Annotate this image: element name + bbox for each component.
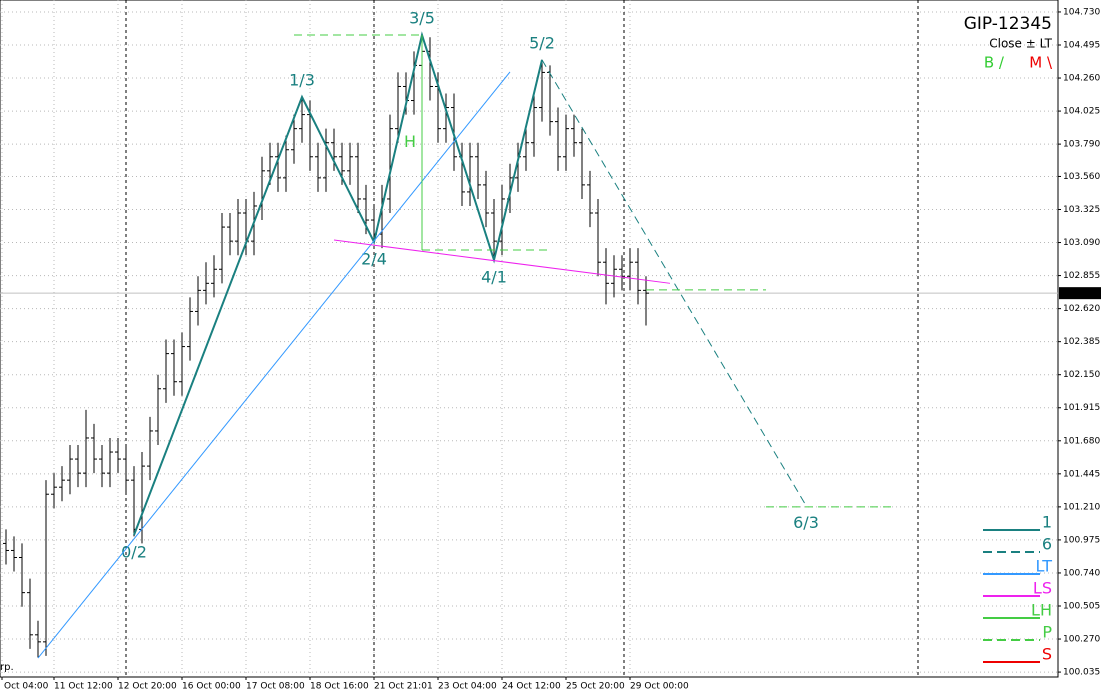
y-tick-label: 104.730 (1063, 7, 1100, 17)
legend-label: LH (1031, 601, 1052, 620)
pattern-point-label: 2/4 (361, 249, 387, 268)
last-price-label: 102.730 (1063, 289, 1100, 299)
pattern-point-label: 5/2 (529, 33, 555, 52)
x-tick-label: 16 Oct 00:00 (182, 682, 241, 692)
buy-signal: B / (984, 54, 1005, 72)
y-tick-label: 100.740 (1063, 568, 1100, 578)
line-annotation: H (404, 132, 416, 151)
y-tick-label: 103.090 (1063, 238, 1100, 248)
last-price-box (1059, 287, 1101, 300)
legend-label: LS (1033, 579, 1052, 598)
sell-signal: M \ (1029, 54, 1053, 72)
y-tick-label: 102.620 (1063, 304, 1100, 314)
x-tick-label: 21 Oct 21:01 (374, 682, 433, 692)
x-tick-label: 12 Oct 20:00 (118, 682, 177, 692)
x-tick-label: Oct 04:00 (4, 682, 49, 692)
x-tick-label: 25 Oct 20:00 (566, 682, 625, 692)
legend-label: P (1042, 623, 1052, 642)
x-tick-label: 29 Oct 00:00 (630, 682, 689, 692)
y-tick-label: 103.325 (1063, 205, 1100, 215)
legend-label: 1 (1042, 513, 1052, 532)
pattern-line (541, 59, 807, 506)
legend-label: LT (1036, 557, 1053, 576)
y-tick-label: 102.385 (1063, 337, 1100, 347)
pattern-line (133, 31, 543, 536)
y-tick-label: 100.505 (1063, 601, 1100, 611)
pattern-point-label: 6/3 (793, 513, 819, 532)
y-tick-label: 104.025 (1063, 107, 1100, 117)
pattern-line (333, 239, 671, 284)
legend-label: 6 (1042, 535, 1052, 554)
y-tick-label: 101.210 (1063, 502, 1100, 512)
y-tick-label: 104.260 (1063, 74, 1100, 84)
pattern-line (37, 71, 511, 659)
y-tick-label: 101.680 (1063, 436, 1100, 446)
pattern-point-label: 3/5 (409, 9, 435, 28)
y-tick-label: 103.560 (1063, 172, 1100, 182)
y-tick-label: 104.495 (1063, 40, 1100, 50)
x-tick-label: 17 Oct 08:00 (246, 682, 305, 692)
x-tick-label: 18 Oct 16:00 (310, 682, 369, 692)
x-tick-label: 23 Oct 04:00 (438, 682, 497, 692)
corner-text: rp. (0, 662, 14, 673)
y-tick-label: 100.035 (1063, 668, 1100, 678)
pattern-point-label: 0/2 (121, 542, 147, 561)
legend-label: S (1042, 645, 1052, 664)
x-tick-label: 11 Oct 12:00 (54, 682, 113, 692)
pattern-point-label: 4/1 (481, 267, 507, 286)
y-tick-label: 103.790 (1063, 140, 1100, 150)
y-tick-label: 102.150 (1063, 370, 1100, 380)
y-tick-label: 101.915 (1063, 403, 1100, 413)
subtitle: Close ± LT (989, 37, 1052, 51)
pattern-point-label: 1/3 (289, 71, 315, 90)
symbol-title: GIP-12345 (964, 14, 1052, 34)
plot-frame (0, 0, 1059, 678)
y-tick-label: 100.975 (1063, 535, 1100, 545)
y-tick-label: 100.270 (1063, 635, 1100, 645)
y-tick-label: 102.855 (1063, 271, 1100, 281)
x-tick-label: 24 Oct 12:00 (502, 682, 561, 692)
y-tick-label: 101.445 (1063, 469, 1100, 479)
